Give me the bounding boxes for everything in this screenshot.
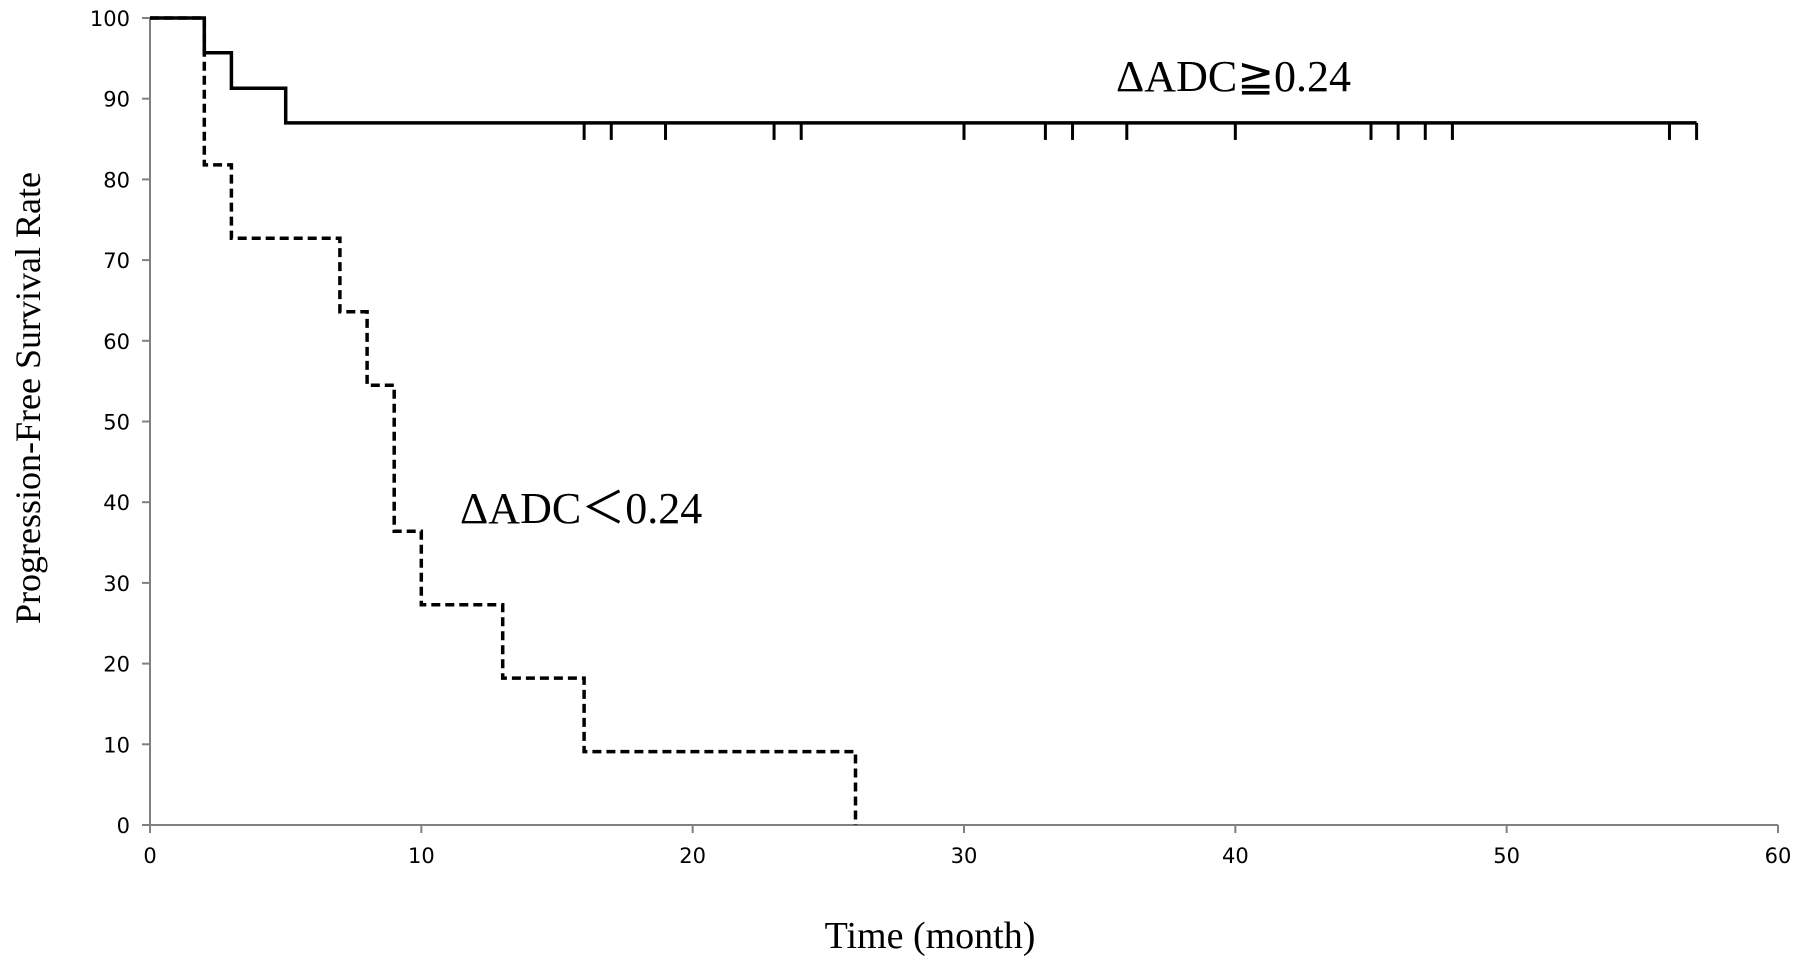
y-tick-label: 100 [90,7,130,31]
series-label-1: ΔADC≧0.24 [1116,52,1351,101]
x-tick-label: 50 [1493,844,1520,868]
x-tick-label: 10 [408,844,435,868]
x-axis-title: Time (month) [825,915,1036,957]
x-tick-label: 0 [143,844,156,868]
axes: 0 10 20 30 40 50 60 0 10 20 30 40 50 60 70 80 90 100 [90,7,1791,868]
y-tick-label: 30 [103,572,130,596]
x-tick-label: 60 [1765,844,1792,868]
y-tick-label: 10 [103,733,130,757]
x-tick-label: 20 [679,844,706,868]
y-tick-label: 20 [103,653,130,677]
x-tick-label: 30 [951,844,978,868]
series-label-2: ΔADC＜0.24 [460,484,702,533]
series-line-1 [150,16,1697,125]
y-tick-label: 40 [103,491,130,515]
y-tick-label: 0 [117,814,130,838]
x-tick-label: 40 [1222,844,1249,868]
y-axis-title: Progression-Free Survival Rate [8,172,48,624]
y-tick-label: 80 [103,168,130,192]
y-tick-label: 50 [103,411,130,435]
y-tick-label: 90 [103,88,130,112]
y-tick-label: 70 [103,249,130,273]
series-line-2 [150,16,858,825]
y-tick-label: 60 [103,330,130,354]
plot-area: ΔADC≧0.24 ΔADC＜0.24 [150,16,1699,825]
